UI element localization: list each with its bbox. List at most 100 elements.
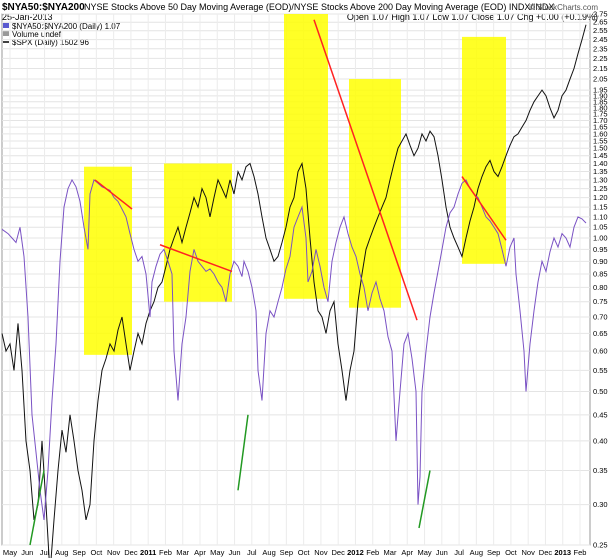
legend-spx: $SPX (Daily) 1502.96 <box>12 38 89 47</box>
header-symbol: $NYA50:$NYA200 <box>2 2 85 13</box>
y-tick-label: 0.60 <box>593 347 608 356</box>
y-tick-label: 1.75 <box>593 110 608 119</box>
x-tick-label: Mar <box>176 548 189 557</box>
x-tick-label: Mar <box>384 548 397 557</box>
x-tick-label: Sep <box>487 548 500 557</box>
y-tick-label: 2.65 <box>593 18 608 27</box>
x-tick-label: Jun <box>228 548 240 557</box>
x-tick-label: Jul <box>454 548 464 557</box>
y-tick-label: 1.50 <box>593 144 608 153</box>
red-trend-line <box>94 179 133 210</box>
y-tick-label: 1.55 <box>593 136 608 145</box>
y-tick-label: 1.65 <box>593 123 608 132</box>
x-tick-label: Feb <box>366 548 379 557</box>
red-trend-line <box>313 19 418 321</box>
green-trend-line <box>237 414 249 491</box>
x-tick-label: Oct <box>298 548 311 557</box>
x-tick-label: 2013 <box>554 548 571 557</box>
x-tick-label: Apr <box>401 548 413 557</box>
header-ohlc: Open 1.07 High 1.07 Low 1.07 Close 1.07 … <box>347 12 598 22</box>
y-tick-label: 0.50 <box>593 387 608 396</box>
x-tick-label: Oct <box>91 548 104 557</box>
y-tick-label: 0.25 <box>593 541 608 550</box>
legend-swatch-volume <box>3 31 9 36</box>
y-tick-label: 0.90 <box>593 257 608 266</box>
y-tick-label: 1.40 <box>593 159 608 168</box>
y-tick-label: 2.25 <box>593 54 608 63</box>
x-tick-label: Dec <box>539 548 553 557</box>
x-tick-label: Nov <box>522 548 536 557</box>
y-tick-label: 2.55 <box>593 26 608 35</box>
x-tick-label: Jul <box>247 548 257 557</box>
y-tick-label: 1.95 <box>593 86 608 95</box>
x-tick-label: May <box>210 548 224 557</box>
y-tick-label: 0.70 <box>593 312 608 321</box>
x-tick-label: Dec <box>124 548 138 557</box>
red-trend-line <box>461 176 507 241</box>
ratio-line <box>1 178 587 520</box>
y-tick-label: 1.70 <box>593 116 608 125</box>
brand-watermark: © StockCharts.com <box>529 3 598 12</box>
y-tick-label: 1.20 <box>593 193 608 202</box>
x-tick-label: May <box>417 548 431 557</box>
x-tick-label: Sep <box>280 548 293 557</box>
green-trend-line <box>418 470 431 529</box>
y-tick-label: 0.40 <box>593 436 608 445</box>
highlight-box <box>84 166 132 355</box>
x-tick-label: Jun <box>436 548 448 557</box>
x-tick-label: 2012 <box>347 548 364 557</box>
x-tick-label: Jun <box>21 548 33 557</box>
y-tick-label: 1.45 <box>593 151 608 160</box>
green-trend-line <box>29 470 45 546</box>
y-tick-label: 2.05 <box>593 75 608 84</box>
x-tick-label: Oct <box>505 548 518 557</box>
y-tick-label: 1.60 <box>593 129 608 138</box>
y-tick-label: 1.30 <box>593 175 608 184</box>
y-tick-label: 2.35 <box>593 44 608 53</box>
y-tick-label: 0.80 <box>593 283 608 292</box>
y-tick-label: 1.00 <box>593 234 608 243</box>
x-tick-label: Dec <box>332 548 346 557</box>
x-tick-label: 2011 <box>140 548 156 557</box>
legend: $NYA50:$NYA200 (Daily) 1.07 Volume undef… <box>3 22 121 47</box>
y-tick-label: 1.05 <box>593 223 608 232</box>
x-tick-label: Apr <box>194 548 206 557</box>
x-axis: May Jun Jul Aug Sep Oct Nov Dec 2011 Feb Mar Apr May… <box>3 548 587 557</box>
y-tick-label: 0.95 <box>593 245 608 254</box>
legend-swatch-ratio <box>3 23 9 28</box>
y-tick-label: 1.35 <box>593 167 608 176</box>
x-tick-label: Sep <box>72 548 85 557</box>
x-tick-label: Nov <box>107 548 121 557</box>
spx-line <box>1 24 587 558</box>
y-tick-label: 1.25 <box>593 184 608 193</box>
y-tick-label: 0.30 <box>593 500 608 509</box>
x-tick-label: Feb <box>574 548 587 557</box>
legend-ratio: $NYA50:$NYA200 (Daily) 1.07 <box>12 22 121 31</box>
y-tick-label: 0.65 <box>593 329 608 338</box>
x-tick-label: Feb <box>159 548 172 557</box>
y-tick-label: 1.90 <box>593 91 608 100</box>
highlight-box <box>164 163 232 302</box>
y-tick-label: 0.75 <box>593 297 608 306</box>
x-tick-label: Aug <box>470 548 483 557</box>
red-trend-line <box>159 244 233 273</box>
y-tick-label: 2.75 <box>593 10 608 19</box>
x-tick-label: Jul <box>40 548 50 557</box>
y-tick-label: 0.45 <box>593 410 608 419</box>
highlight-box <box>349 79 401 308</box>
y-tick-label: 0.35 <box>593 466 608 475</box>
x-tick-label: May <box>3 548 17 557</box>
x-tick-label: Aug <box>262 548 275 557</box>
y-tick-label: 1.80 <box>593 103 608 112</box>
y-tick-label: 2.45 <box>593 35 608 44</box>
x-tick-label: Nov <box>314 548 328 557</box>
series-layer <box>1 24 587 558</box>
y-tick-label: 1.85 <box>593 97 608 106</box>
y-tick-label: 0.85 <box>593 270 608 279</box>
y-tick-label: 1.15 <box>593 203 608 212</box>
y-tick-label: 0.55 <box>593 366 608 375</box>
trend-lines <box>29 19 507 546</box>
y-tick-label: 1.10 <box>593 212 608 221</box>
header-description: NYSE Stocks Above 50 Day Moving Average … <box>84 2 554 12</box>
